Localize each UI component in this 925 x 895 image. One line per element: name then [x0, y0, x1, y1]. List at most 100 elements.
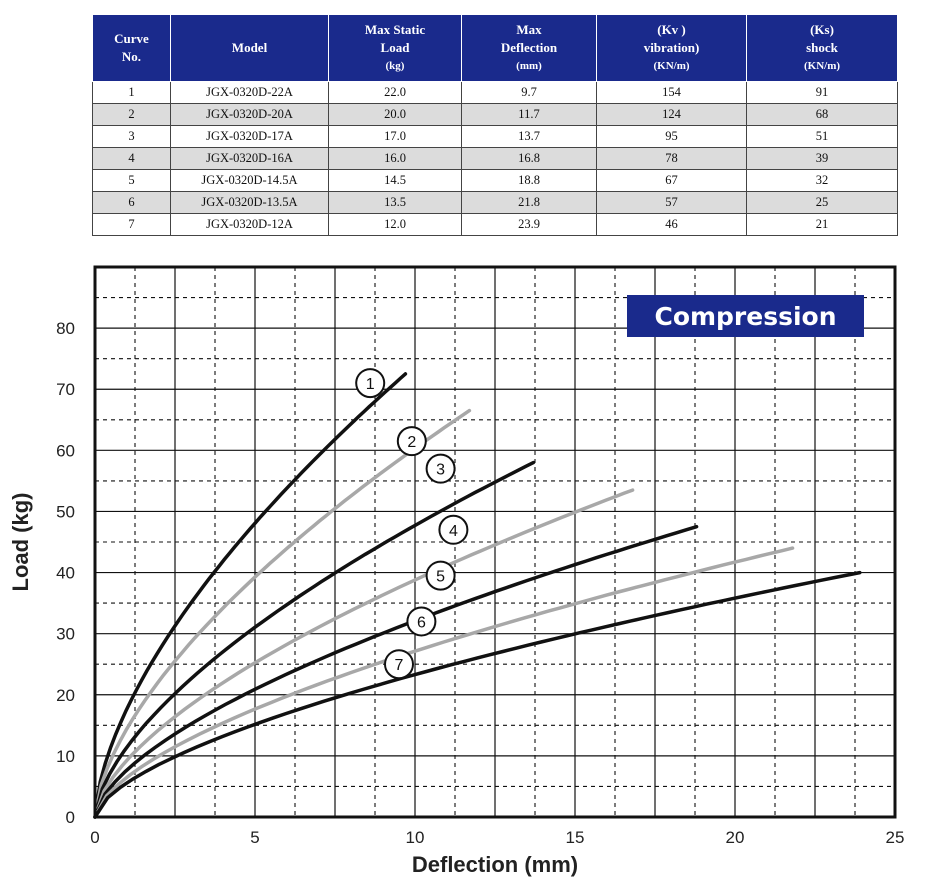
y-tick-label: 30: [56, 625, 75, 644]
curve-label-circle-3: [425, 453, 456, 484]
y-axis-title: Load (kg): [8, 493, 33, 592]
table-cell: 67: [596, 169, 747, 192]
curves: [93, 372, 862, 819]
compression-badge: Compression: [627, 295, 864, 337]
table-cell: 95: [596, 125, 747, 148]
table-cell: 1: [92, 81, 171, 104]
table-cell: 32: [746, 169, 898, 192]
x-tick-label: 10: [406, 828, 425, 847]
table-cell: JGX-0320D-12A: [170, 213, 329, 236]
header-curve-no: Curve No.: [92, 14, 171, 82]
table-cell: 21.8: [461, 191, 597, 214]
header-max-deflection: Max Deflection (mm): [461, 14, 597, 82]
table-cell: 17.0: [328, 125, 462, 148]
table-cell: 46: [596, 213, 747, 236]
table-cell: 39: [746, 147, 898, 170]
curve-line-4: [93, 488, 635, 819]
curve-label-7: 7: [395, 657, 404, 674]
curve-label-6: 6: [417, 614, 426, 631]
curve-label-circle-7: [384, 649, 414, 680]
badge-background: [627, 295, 864, 337]
curve-labels: 1 2 3 4 5 6 7: [355, 368, 469, 680]
table-cell: 16.0: [328, 147, 462, 170]
table-cell: 18.8: [461, 169, 597, 192]
header-max-static-load: Max Static Load (kg): [328, 14, 462, 82]
table-cell: 16.8: [461, 147, 597, 170]
header-kv-vibration: (Kv ) vibration) (KN/m): [596, 14, 747, 82]
table-cell: JGX-0320D-20A: [170, 103, 329, 126]
table-cell: 5: [92, 169, 171, 192]
table-cell: JGX-0320D-22A: [170, 81, 329, 104]
table-cell: 13.5: [328, 191, 462, 214]
table-cell: JGX-0320D-13.5A: [170, 191, 329, 214]
table-row: 5 JGX-0320D-14.5A 14.5 18.8 67 32: [92, 169, 898, 192]
table-cell: 78: [596, 147, 747, 170]
table-cell: JGX-0320D-14.5A: [170, 169, 329, 192]
table-cell: 13.7: [461, 125, 597, 148]
curve-line-1: [93, 372, 408, 819]
table-cell: 23.9: [461, 213, 597, 236]
curve-label-3: 3: [436, 462, 445, 479]
table-cell: 21: [746, 213, 898, 236]
table-row: 1 JGX-0320D-22A 22.0 9.7 154 91: [92, 81, 898, 104]
table-cell: 68: [746, 103, 898, 126]
table-cell: 3: [92, 125, 171, 148]
table-cell: 14.5: [328, 169, 462, 192]
x-tick-label: 0: [90, 828, 99, 847]
header-model: Model: [170, 14, 329, 82]
y-tick-label: 50: [56, 502, 75, 521]
table-cell: 11.7: [461, 103, 597, 126]
table-cell: JGX-0320D-17A: [170, 125, 329, 148]
table-cell: JGX-0320D-16A: [170, 147, 329, 170]
table-row: 4 JGX-0320D-16A 16.0 16.8 78 39: [92, 147, 898, 170]
table-row: 2 JGX-0320D-20A 20.0 11.7 124 68: [92, 103, 898, 126]
y-tick-label: 0: [66, 808, 75, 827]
table-cell: 154: [596, 81, 747, 104]
table-cell: 57: [596, 191, 747, 214]
badge-label: Compression: [654, 302, 836, 331]
curve-label-circle-5: [425, 560, 456, 591]
curve-line-3: [93, 460, 536, 819]
spec-table: Curve No. Model Max Static Load (kg) Max Def…: [92, 14, 898, 236]
table-row: 7 JGX-0320D-12A 12.0 23.9 46 21: [92, 213, 898, 236]
table-cell: 9.7: [461, 81, 597, 104]
y-tick-label: 70: [56, 380, 75, 399]
x-tick-label: 25: [886, 828, 905, 847]
curve-label-circle-2: [396, 426, 427, 457]
x-tick-label: 20: [726, 828, 745, 847]
curve-line-5: [93, 524, 699, 819]
table-cell: 6: [92, 191, 171, 214]
table-row: 3 JGX-0320D-17A 17.0 13.7 95 51: [92, 125, 898, 148]
table-cell: 20.0: [328, 103, 462, 126]
y-tick-label: 40: [56, 564, 75, 583]
x-axis-title: Deflection (mm): [412, 852, 578, 877]
header-ks-shock: (Ks) shock (KN/m): [746, 14, 898, 82]
tick-labels: 0 5 10 15 20 25 0 10 20 30 40 50 60 70 80: [56, 319, 904, 847]
table-cell: 22.0: [328, 81, 462, 104]
y-tick-label: 20: [56, 686, 75, 705]
curve-label-circle-6: [406, 606, 437, 637]
curve-label-circle-4: [438, 514, 469, 545]
table-cell: 2: [92, 103, 171, 126]
table-cell: 4: [92, 147, 171, 170]
table-row: 6 JGX-0320D-13.5A 13.5 21.8 57 25: [92, 191, 898, 214]
x-tick-label: 15: [566, 828, 585, 847]
curve-label-5: 5: [436, 569, 445, 586]
curve-label-1: 1: [366, 376, 375, 393]
table-cell: 12.0: [328, 213, 462, 236]
plot-frame: [93, 265, 897, 819]
table-header-row: Curve No. Model Max Static Load (kg) Max Def…: [92, 14, 898, 82]
curve-label-2: 2: [407, 434, 416, 451]
y-tick-label: 10: [56, 747, 75, 766]
y-tick-label: 80: [56, 319, 75, 338]
table-cell: 7: [92, 213, 171, 236]
grid: [95, 267, 895, 817]
table-cell: 25: [746, 191, 898, 214]
curve-label-circle-1: [355, 368, 386, 399]
curve-line-7: [93, 570, 862, 819]
table-cell: 124: [596, 103, 747, 126]
table-cell: 91: [746, 81, 898, 104]
y-tick-label: 60: [56, 441, 75, 460]
curve-line-6: [93, 546, 795, 819]
